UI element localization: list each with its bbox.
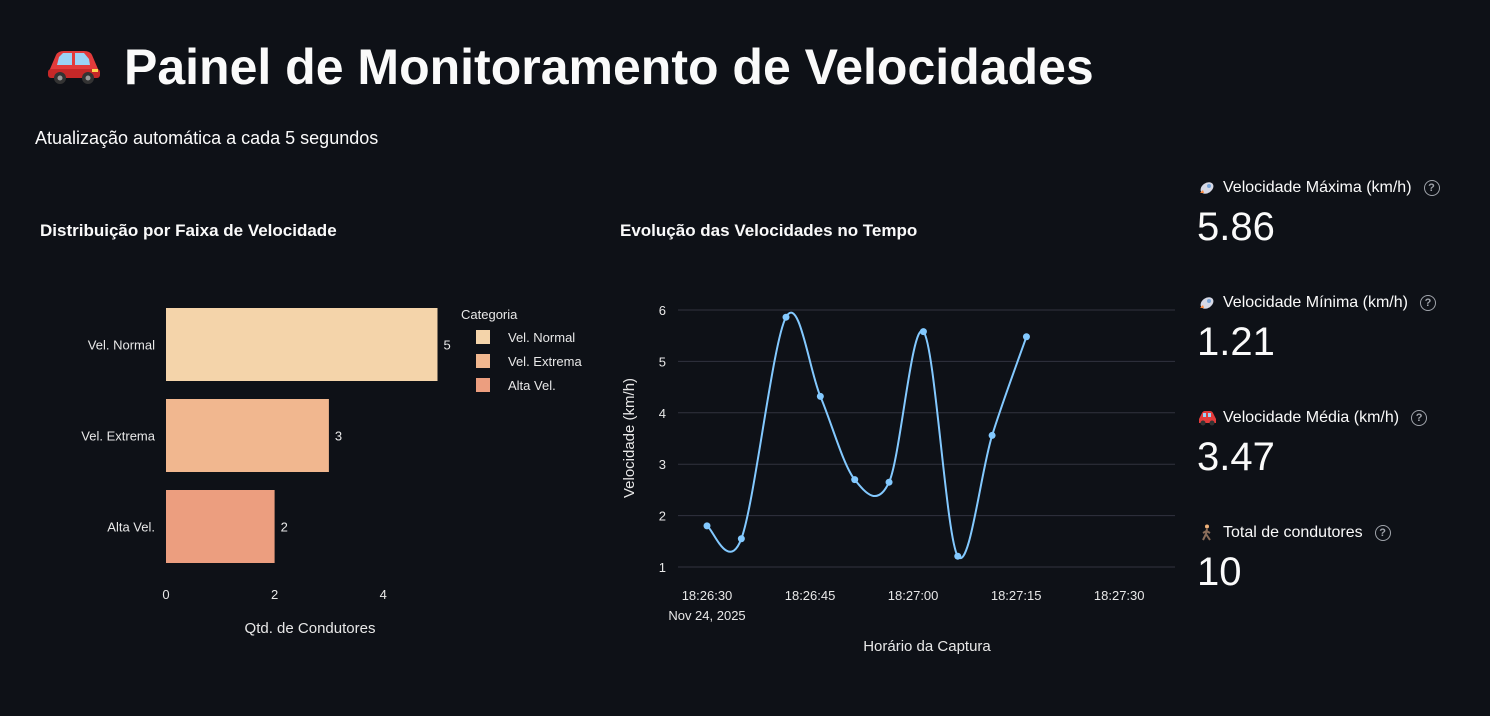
legend-item: Alta Vel.	[508, 378, 556, 393]
bar	[166, 308, 438, 381]
data-point	[816, 392, 824, 400]
data-point	[737, 535, 745, 543]
metric-value-avg: 3.47	[1197, 435, 1275, 479]
x-tick-label: 18:26:45	[785, 588, 836, 603]
x-axis-title: Qtd. de Condutores	[245, 620, 376, 637]
x-tick-label: 0	[162, 587, 169, 602]
metric-min-speed: Velocidade Mínima (km/h) ? 1.21	[1197, 294, 1436, 364]
data-point	[885, 478, 893, 486]
x-tick-label: 18:26:30	[682, 588, 733, 603]
x-tick-date: Nov 24, 2025	[668, 608, 745, 623]
x-tick-label: 18:27:30	[1094, 588, 1145, 603]
data-label: 5	[444, 338, 451, 353]
y-tick-label: 2	[659, 509, 666, 524]
line-chart[interactable]: 1 2 3 4 5 6 18:26:30 18:26:45 18:27:00 18:27:15 18…	[600, 290, 1185, 670]
x-tick-label: 18:27:15	[991, 588, 1042, 603]
data-point	[988, 431, 996, 439]
help-icon[interactable]: ?	[1419, 295, 1436, 311]
y-tick-label: 5	[659, 354, 666, 369]
legend-item: Vel. Normal	[508, 330, 575, 345]
page-title: Painel de Monitoramento de Velocidades	[44, 38, 1094, 96]
help-icon[interactable]: ?	[1374, 525, 1391, 541]
legend-swatch	[476, 378, 490, 392]
data-point	[782, 313, 790, 321]
y-axis-title: Velocidade (km/h)	[621, 378, 638, 498]
y-tick-label: 4	[659, 406, 666, 421]
metric-value-max: 5.86	[1197, 205, 1275, 249]
walking-person-icon	[1202, 524, 1211, 541]
legend-title: Categoria	[461, 307, 518, 322]
metric-value-min: 1.21	[1197, 320, 1275, 364]
help-icon[interactable]: ?	[1423, 180, 1440, 196]
series-line	[706, 311, 1028, 560]
y-tick-label: Vel. Normal	[88, 338, 155, 353]
car-icon	[1199, 411, 1216, 426]
metric-label-total: Total de condutores	[1223, 524, 1363, 541]
x-tick-label: 4	[380, 587, 387, 602]
metric-label-min: Velocidade Mínima (km/h)	[1223, 294, 1408, 311]
metric-avg-speed: Velocidade Média (km/h) ? 3.47	[1197, 409, 1428, 479]
data-point	[703, 522, 711, 530]
x-axis-title: Horário da Captura	[863, 638, 991, 655]
data-point	[1022, 333, 1030, 341]
data-label: 3	[335, 429, 342, 444]
data-point	[919, 328, 927, 336]
x-tick-label: 2	[271, 587, 278, 602]
y-tick-label: 6	[659, 303, 666, 318]
legend-swatch	[476, 330, 490, 344]
data-point	[954, 552, 962, 560]
line-chart-title: Evolução das Velocidades no Tempo	[620, 221, 918, 240]
rocket-icon	[1200, 297, 1214, 309]
data-point	[851, 476, 859, 484]
y-tick-label: Alta Vel.	[107, 520, 155, 535]
data-label: 2	[281, 520, 288, 535]
bar	[166, 399, 329, 472]
bar-chart[interactable]: Vel. Normal 5 Vel. Extrema 3 Alta Vel. 2 0 2 4 Qt…	[0, 280, 600, 660]
rocket-icon	[1200, 182, 1214, 194]
metric-label-avg: Velocidade Média (km/h)	[1223, 409, 1400, 426]
legend-item: Vel. Extrema	[508, 354, 582, 369]
metric-label-max: Velocidade Máxima (km/h)	[1223, 179, 1412, 196]
x-tick-label: 18:27:00	[888, 588, 939, 603]
red-car-icon	[48, 51, 100, 84]
bar-chart-title: Distribuição por Faixa de Velocidade	[40, 221, 337, 240]
metric-max-speed: Velocidade Máxima (km/h) ? 5.86	[1197, 179, 1440, 249]
y-tick-label: 1	[659, 560, 666, 575]
help-icon[interactable]: ?	[1411, 410, 1428, 426]
metric-value-total: 10	[1197, 550, 1242, 594]
y-tick-label: Vel. Extrema	[81, 429, 155, 444]
y-tick-label: 3	[659, 457, 666, 472]
metric-total-drivers: Total de condutores ? 10	[1197, 524, 1391, 594]
page-subtitle: Atualização automática a cada 5 segundos	[35, 128, 379, 148]
legend-swatch	[476, 354, 490, 368]
page-title-text: Painel de Monitoramento de Velocidades	[124, 39, 1094, 95]
bar	[166, 490, 275, 563]
